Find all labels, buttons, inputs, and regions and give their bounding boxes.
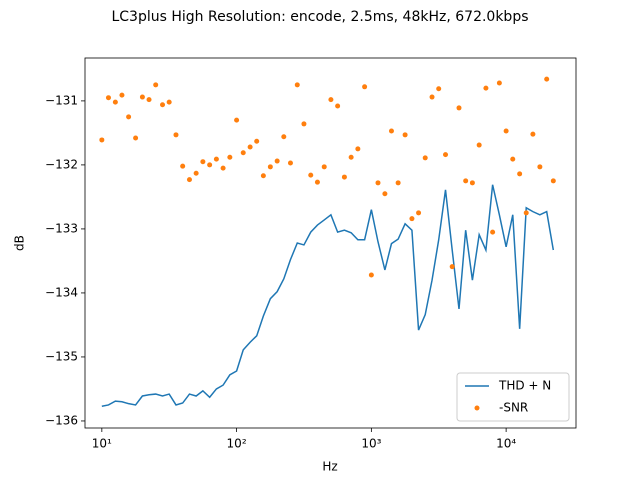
- point: [483, 85, 489, 91]
- point: [153, 82, 159, 88]
- plot-frame: [84, 57, 577, 429]
- point: [544, 76, 550, 82]
- point: [267, 164, 273, 170]
- point: [301, 121, 307, 127]
- line: [101, 184, 555, 407]
- point: [550, 178, 556, 184]
- point: [348, 154, 354, 160]
- point: [220, 165, 226, 171]
- point: [368, 272, 374, 278]
- point: [490, 229, 496, 235]
- point: [180, 163, 186, 169]
- point: [281, 134, 287, 140]
- point: [436, 86, 442, 92]
- legend-marker: [474, 405, 480, 411]
- point: [375, 180, 381, 186]
- point: [523, 210, 529, 216]
- legend-box: [456, 372, 570, 422]
- point: [193, 170, 199, 176]
- point: [133, 135, 139, 141]
- point: [287, 160, 293, 166]
- point: [99, 137, 105, 143]
- point: [449, 264, 455, 270]
- point: [119, 92, 125, 98]
- point: [503, 128, 509, 134]
- point: [260, 173, 266, 179]
- x-tick-label: 10³: [361, 437, 381, 451]
- point: [314, 179, 320, 185]
- point: [456, 105, 462, 111]
- point: [422, 155, 428, 161]
- point: [429, 94, 435, 100]
- chart-title: LC3plus High Resolution: encode, 2.5ms, …: [111, 9, 528, 25]
- point: [328, 97, 334, 103]
- y-tick-label: −132: [45, 157, 78, 171]
- point: [240, 150, 246, 156]
- point: [395, 180, 401, 186]
- y-tick-label: −135: [45, 349, 78, 363]
- point: [146, 97, 152, 103]
- point: [476, 142, 482, 148]
- point: [112, 99, 118, 105]
- point: [294, 82, 300, 88]
- point: [227, 154, 233, 160]
- point: [388, 128, 394, 134]
- point: [463, 178, 469, 184]
- x-tick-label: 10²: [227, 437, 247, 451]
- point: [139, 94, 145, 100]
- point: [496, 80, 502, 86]
- y-tick-label: −133: [45, 221, 78, 235]
- point: [213, 156, 219, 162]
- point: [126, 114, 132, 120]
- point: [254, 138, 260, 144]
- point: [409, 216, 415, 222]
- x-tick-label: 10¹: [92, 437, 112, 451]
- point: [355, 146, 361, 152]
- point: [105, 95, 111, 101]
- point: [362, 84, 368, 90]
- point: [443, 152, 449, 158]
- y-tick-label: −131: [45, 93, 78, 107]
- point: [321, 164, 327, 170]
- point: [166, 99, 172, 105]
- point: [335, 103, 341, 109]
- point: [530, 131, 536, 137]
- point: [510, 156, 516, 162]
- point: [341, 174, 347, 180]
- x-axis-label: Hz: [322, 460, 337, 474]
- point: [274, 158, 280, 164]
- point: [416, 210, 422, 216]
- legend-label: THD + N: [498, 379, 551, 393]
- point: [207, 162, 213, 168]
- y-tick-label: −136: [45, 413, 78, 427]
- point: [247, 144, 253, 150]
- point: [234, 117, 240, 123]
- legend-label: -SNR: [499, 401, 528, 415]
- point: [382, 191, 388, 197]
- x-tick-label: 10⁴: [496, 437, 516, 451]
- point: [469, 180, 475, 186]
- point: [517, 171, 523, 177]
- point: [173, 132, 179, 138]
- point: [186, 177, 192, 183]
- point: [402, 132, 408, 138]
- y-axis-label: dB: [13, 235, 27, 251]
- point: [160, 102, 166, 108]
- point: [308, 172, 314, 178]
- point: [200, 159, 206, 165]
- y-tick-label: −134: [45, 285, 78, 299]
- point: [537, 164, 543, 170]
